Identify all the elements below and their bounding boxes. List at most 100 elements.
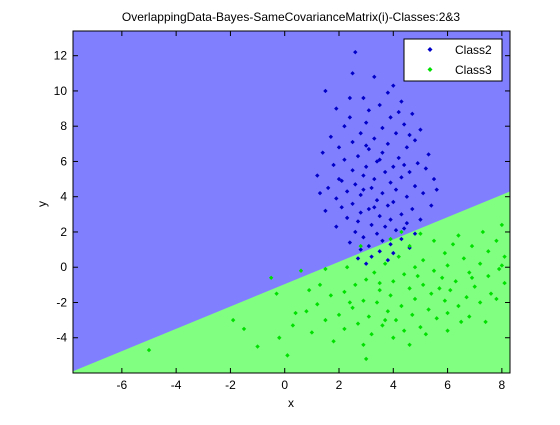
x-tick-label: -2 bbox=[225, 378, 236, 392]
point-class2 bbox=[334, 224, 339, 229]
point-class2 bbox=[418, 127, 423, 132]
point-class2 bbox=[342, 157, 347, 162]
point-class3 bbox=[496, 266, 502, 272]
point-class2 bbox=[372, 176, 377, 182]
point-class3 bbox=[467, 314, 472, 319]
point-class3 bbox=[361, 342, 366, 347]
point-class3 bbox=[423, 332, 429, 337]
point-class2 bbox=[404, 145, 410, 150]
point-class3 bbox=[382, 317, 388, 323]
point-class2 bbox=[369, 254, 374, 259]
point-class2 bbox=[366, 206, 372, 212]
point-class2 bbox=[342, 123, 347, 129]
point-class3 bbox=[439, 275, 445, 281]
point-class3 bbox=[445, 310, 450, 316]
point-class2 bbox=[407, 132, 412, 138]
point-class3 bbox=[431, 268, 437, 273]
point-class3 bbox=[361, 298, 366, 303]
y-tick-label: -4 bbox=[56, 331, 67, 345]
point-class3 bbox=[230, 317, 236, 323]
legend: Class2 Class3 bbox=[403, 38, 503, 82]
point-class2 bbox=[361, 173, 366, 178]
point-class2 bbox=[350, 201, 355, 206]
point-class3 bbox=[347, 300, 353, 305]
point-class2 bbox=[350, 168, 355, 173]
point-class3 bbox=[336, 312, 342, 318]
point-class3 bbox=[477, 261, 483, 266]
point-class3 bbox=[486, 249, 491, 254]
point-class2 bbox=[353, 229, 358, 235]
point-class3 bbox=[393, 317, 399, 323]
point-class3 bbox=[420, 257, 426, 263]
y-tick-label: -2 bbox=[56, 295, 67, 309]
point-class2 bbox=[434, 187, 439, 192]
point-class2 bbox=[363, 164, 369, 169]
point-class2 bbox=[331, 162, 336, 168]
point-class3 bbox=[350, 305, 355, 310]
point-class3 bbox=[342, 326, 347, 332]
point-class3 bbox=[453, 279, 458, 284]
point-class3 bbox=[268, 275, 274, 281]
point-class2 bbox=[377, 213, 382, 219]
point-class3 bbox=[429, 291, 434, 296]
point-class2 bbox=[412, 138, 418, 143]
point-class3 bbox=[418, 324, 423, 330]
point-class2 bbox=[393, 228, 399, 233]
point-class3 bbox=[472, 284, 477, 289]
point-class3 bbox=[407, 243, 412, 249]
point-class2 bbox=[382, 224, 388, 229]
point-class3 bbox=[323, 317, 328, 323]
y-axis-label: y bbox=[35, 201, 49, 207]
point-class3 bbox=[456, 233, 461, 238]
point-class2 bbox=[420, 190, 426, 196]
point-class3 bbox=[146, 347, 152, 353]
point-class2 bbox=[393, 131, 399, 136]
point-class2 bbox=[344, 215, 350, 221]
point-class2 bbox=[407, 169, 412, 175]
point-class2 bbox=[399, 175, 404, 180]
point-class3 bbox=[369, 332, 374, 337]
chart-title: OverlappingData-Bayes-SameCovarianceMatr… bbox=[122, 10, 460, 24]
point-class2 bbox=[380, 150, 385, 155]
point-class3 bbox=[315, 302, 320, 307]
y-tick-label: 0 bbox=[60, 260, 67, 274]
point-class2 bbox=[336, 176, 342, 182]
y-tick-label: 4 bbox=[60, 190, 67, 204]
x-tick-label: 4 bbox=[390, 378, 397, 392]
x-tick-label: 0 bbox=[281, 378, 288, 392]
point-class3 bbox=[469, 275, 475, 281]
point-class3 bbox=[372, 270, 377, 275]
data-points bbox=[146, 49, 507, 362]
point-class3 bbox=[331, 339, 336, 344]
point-class3 bbox=[410, 312, 415, 318]
point-class2 bbox=[355, 256, 361, 261]
point-class3 bbox=[396, 254, 401, 259]
point-class2 bbox=[415, 161, 420, 166]
region-class3 bbox=[73, 191, 510, 373]
point-class3 bbox=[494, 238, 499, 243]
point-class3 bbox=[344, 265, 350, 270]
point-class3 bbox=[442, 250, 448, 256]
point-class2 bbox=[372, 136, 377, 141]
point-class2 bbox=[347, 115, 353, 120]
point-class3 bbox=[255, 344, 260, 349]
point-class2 bbox=[350, 139, 355, 145]
point-class3 bbox=[388, 236, 393, 242]
point-class2 bbox=[347, 95, 353, 101]
point-class2 bbox=[412, 183, 418, 189]
point-class3 bbox=[494, 296, 499, 302]
x-tick-label: -4 bbox=[171, 378, 182, 392]
point-class2 bbox=[328, 134, 334, 139]
point-class3 bbox=[366, 314, 372, 319]
point-class3 bbox=[309, 330, 315, 335]
point-class3 bbox=[377, 287, 382, 293]
point-class3 bbox=[342, 289, 347, 295]
point-class3 bbox=[353, 282, 358, 288]
point-class3 bbox=[499, 222, 505, 228]
legend-label-class2: Class2 bbox=[455, 43, 492, 57]
point-class3 bbox=[388, 293, 393, 298]
point-class2 bbox=[391, 199, 396, 205]
point-class2 bbox=[358, 192, 363, 198]
point-class3 bbox=[412, 265, 418, 270]
